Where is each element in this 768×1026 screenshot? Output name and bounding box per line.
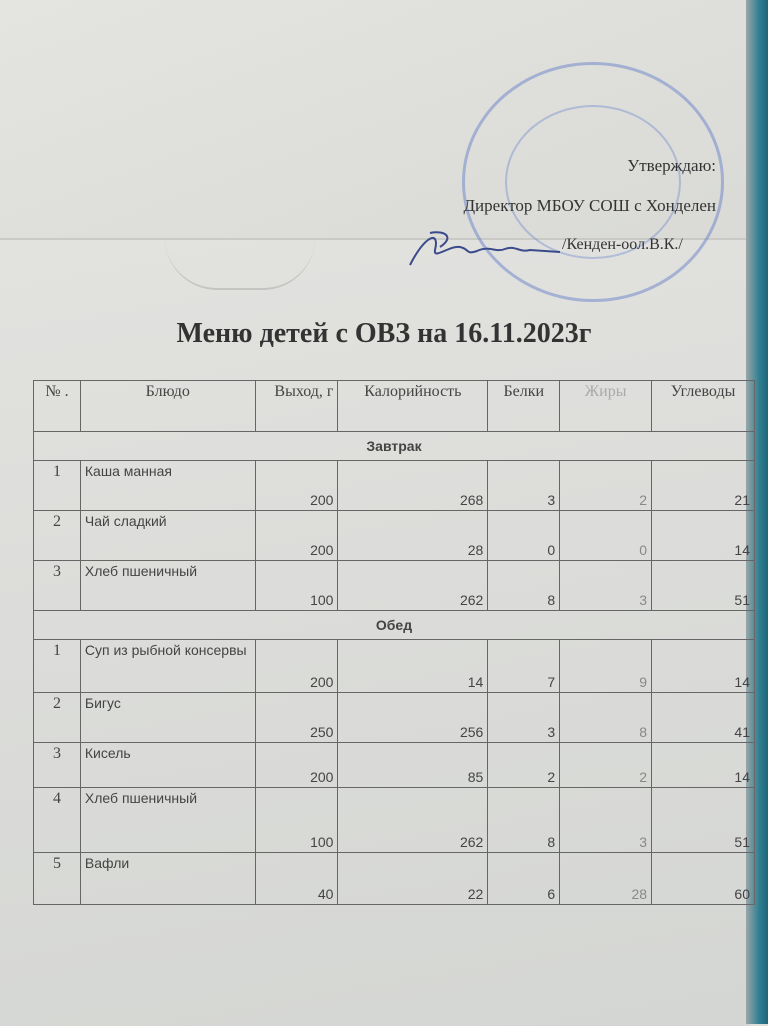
column-header: Выход, г xyxy=(254,380,339,432)
cell-dish: Бигус xyxy=(79,692,256,743)
cell-dish: Кисель xyxy=(79,742,256,788)
cell-carb: 41 xyxy=(651,692,755,743)
section-row: Обед xyxy=(33,610,755,640)
cell-out: 200 xyxy=(254,639,339,693)
column-header: № . xyxy=(33,380,81,432)
section-row: Завтрак xyxy=(33,431,755,461)
page-title: Меню детей с ОВЗ на 16.11.2023г xyxy=(176,318,592,349)
cell-n: 1 xyxy=(33,460,81,511)
cell-out: 100 xyxy=(254,560,339,611)
cell-carb: 51 xyxy=(651,787,755,853)
cell-prot: 8 xyxy=(487,787,561,853)
cell-fat: 2 xyxy=(559,742,653,788)
cell-fat: 0 xyxy=(559,510,653,561)
cell-carb: 60 xyxy=(651,852,755,905)
cell-fat: 8 xyxy=(559,692,653,743)
column-header: Углеводы xyxy=(651,380,755,432)
cell-out: 250 xyxy=(254,692,339,743)
cell-prot: 7 xyxy=(487,639,561,693)
cell-fat: 9 xyxy=(559,639,653,693)
cell-n: 1 xyxy=(33,639,81,693)
cell-prot: 3 xyxy=(487,692,561,743)
sleeve-notch xyxy=(165,238,315,290)
cell-dish: Хлеб пшеничный xyxy=(79,560,256,611)
cell-carb: 14 xyxy=(651,742,755,788)
handwritten-signature xyxy=(409,231,561,266)
cell-kcal: 268 xyxy=(337,460,489,511)
table-row: 3 Хлеб пшеничный 100 262 8 3 51 xyxy=(33,560,755,611)
cell-out: 200 xyxy=(254,510,339,561)
cell-carb: 14 xyxy=(651,510,755,561)
cell-out: 40 xyxy=(254,852,339,905)
approve-label: Утверждаю: xyxy=(627,156,716,175)
cell-n: 5 xyxy=(33,852,81,905)
table-row: 2 Бигус 250 256 3 8 41 xyxy=(33,692,755,743)
cell-n: 4 xyxy=(33,787,81,853)
table-row: 2 Чай сладкий 200 28 0 0 14 xyxy=(33,510,755,561)
cell-fat: 28 xyxy=(559,852,653,905)
column-header: Блюдо xyxy=(79,380,256,432)
cell-dish: Чай сладкий xyxy=(79,510,256,561)
cell-dish: Суп из рыбной консервы xyxy=(79,639,256,693)
cell-out: 100 xyxy=(254,787,339,853)
cell-kcal: 262 xyxy=(337,787,489,853)
official-stamp xyxy=(462,62,724,302)
director-line: Директор МБОУ СОШ с Хонделен xyxy=(463,196,716,215)
cell-carb: 14 xyxy=(651,639,755,693)
cell-dish: Хлеб пшеничный xyxy=(79,787,256,853)
column-header: Жиры xyxy=(559,380,653,432)
cell-prot: 2 xyxy=(487,742,561,788)
cell-fat: 3 xyxy=(559,560,653,611)
cell-n: 3 xyxy=(33,560,81,611)
cell-kcal: 85 xyxy=(337,742,489,788)
signature-name: /Кенден-оол.В.К./ xyxy=(562,236,683,253)
cell-prot: 8 xyxy=(487,560,561,611)
table-row: 4 Хлеб пшеничный 100 262 8 3 51 xyxy=(33,787,755,853)
table-row: 1 Суп из рыбной консервы 200 14 7 9 14 xyxy=(33,639,755,693)
cell-fat: 2 xyxy=(559,460,653,511)
cell-dish: Каша манная xyxy=(79,460,256,511)
menu-table: № . Блюдо Выход, г Калорийность Белки Жиры Угл… xyxy=(33,380,755,905)
cell-n: 3 xyxy=(33,742,81,788)
cell-kcal: 256 xyxy=(337,692,489,743)
cell-n: 2 xyxy=(33,510,81,561)
cell-out: 200 xyxy=(254,460,339,511)
cell-carb: 51 xyxy=(651,560,755,611)
cell-prot: 0 xyxy=(487,510,561,561)
section-title: Обед xyxy=(33,610,755,640)
cell-prot: 6 xyxy=(487,852,561,905)
table-row: 5 Вафли 40 22 6 28 60 xyxy=(33,852,755,905)
column-header: Калорийность xyxy=(337,380,489,432)
cell-kcal: 28 xyxy=(337,510,489,561)
cell-kcal: 22 xyxy=(337,852,489,905)
section-title: Завтрак xyxy=(33,431,755,461)
table-row: 1 Каша манная 200 268 3 2 21 xyxy=(33,460,755,511)
cell-dish: Вафли xyxy=(79,852,256,905)
cell-prot: 3 xyxy=(487,460,561,511)
column-header: Белки xyxy=(487,380,561,432)
cell-kcal: 262 xyxy=(337,560,489,611)
cell-carb: 21 xyxy=(651,460,755,511)
cell-out: 200 xyxy=(254,742,339,788)
cell-kcal: 14 xyxy=(337,639,489,693)
cell-n: 2 xyxy=(33,692,81,743)
cell-fat: 3 xyxy=(559,787,653,853)
table-row: 3 Кисель 200 85 2 2 14 xyxy=(33,742,755,788)
